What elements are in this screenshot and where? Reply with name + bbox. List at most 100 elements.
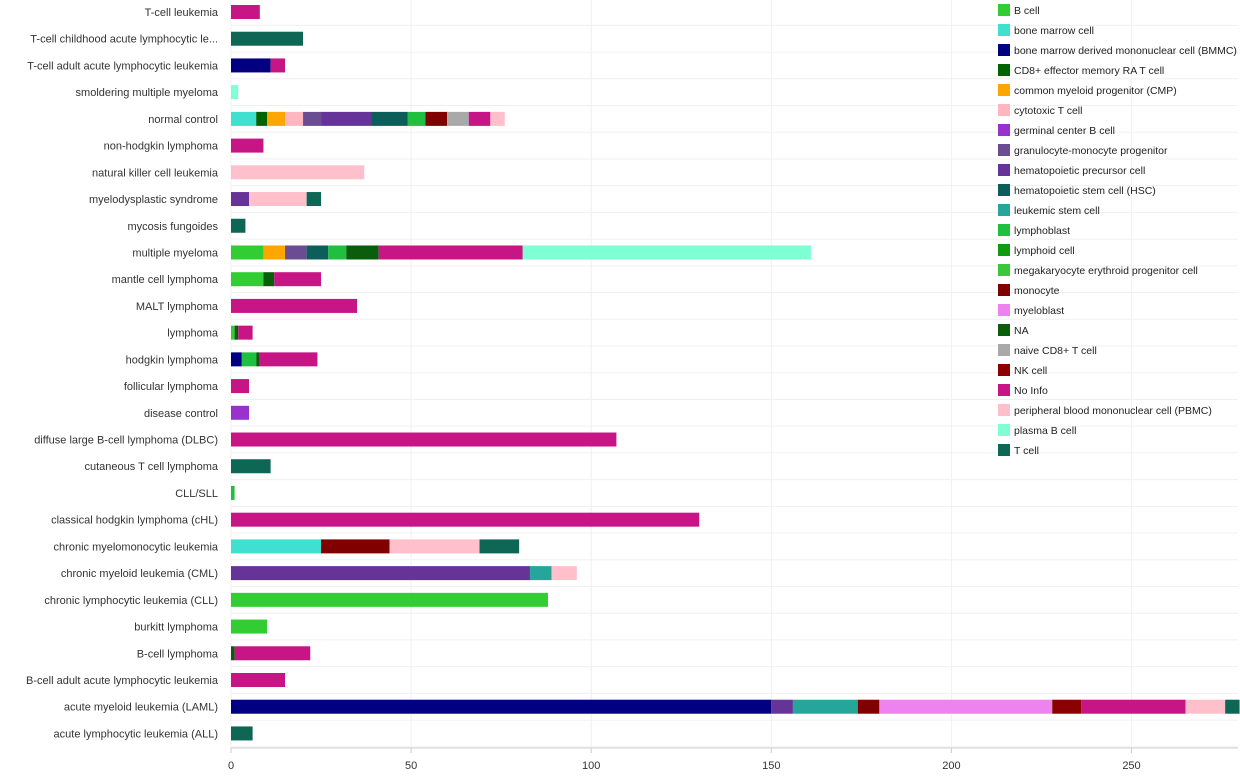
category-label: chronic lymphocytic leukemia (CLL) (44, 595, 218, 607)
bar-segment (231, 379, 250, 394)
bar-segment (231, 566, 530, 581)
bar-segment (306, 192, 322, 207)
bar-segment (231, 432, 617, 447)
bar-segment (321, 539, 390, 554)
category-label: natural killer cell leukemia (92, 167, 219, 179)
bar-segment (231, 459, 271, 474)
category-label: T-cell leukemia (145, 7, 219, 19)
bar-segment (771, 699, 793, 714)
legend-swatch (998, 144, 1010, 156)
bar-segment (551, 566, 577, 581)
legend-swatch (998, 444, 1010, 456)
bar-segment (879, 699, 1053, 714)
legend-label: bone marrow derived mononuclear cell (BM… (1014, 45, 1237, 57)
bar-segment (328, 245, 347, 260)
bars-layer (231, 5, 1240, 741)
legend-swatch (998, 24, 1010, 36)
legend-swatch (998, 104, 1010, 116)
legend-swatch (998, 424, 1010, 436)
category-label: MALT lymphoma (136, 301, 219, 313)
bar-segment (267, 111, 286, 126)
bar-segment (378, 245, 523, 260)
category-label: acute lymphocytic leukemia (ALL) (54, 728, 218, 740)
category-label: diffuse large B-cell lymphoma (DLBC) (34, 435, 218, 447)
legend-label: T cell (1014, 445, 1039, 457)
bar-segment (792, 699, 858, 714)
category-label: disease control (144, 408, 218, 420)
legend-swatch (998, 364, 1010, 376)
category-label: non-hodgkin lymphoma (104, 141, 219, 153)
legend-swatch (998, 164, 1010, 176)
bar-segment (249, 192, 307, 207)
bar-segment (231, 272, 264, 287)
category-label: myelodysplastic syndrome (89, 194, 218, 206)
bar-segment (371, 111, 408, 126)
legend-label: No Info (1014, 385, 1048, 397)
bar-segment (303, 111, 322, 126)
legend-label: plasma B cell (1014, 425, 1076, 437)
legend-swatch (998, 64, 1010, 76)
bar-segment (231, 165, 365, 180)
bar-segment (231, 726, 253, 741)
bar-segment (231, 405, 250, 420)
x-tick-label: 0 (228, 760, 234, 772)
grid-layer (230, 0, 1238, 748)
legend-swatch (998, 284, 1010, 296)
bar-segment (231, 245, 264, 260)
category-label: follicular lymphoma (124, 381, 219, 393)
bar-segment (241, 352, 257, 367)
legend-label: common myeloid progenitor (CMP) (1014, 85, 1177, 97)
legend-swatch (998, 124, 1010, 136)
legend-label: lymphoblast (1014, 225, 1070, 237)
legend-swatch (998, 244, 1010, 256)
legend-label: NA (1014, 325, 1029, 337)
bar-segment (231, 352, 242, 367)
legend-label: leukemic stem cell (1014, 205, 1100, 217)
bar-segment (259, 352, 318, 367)
bar-segment (407, 111, 426, 126)
legend-swatch (998, 4, 1010, 16)
bar-segment (522, 245, 811, 260)
bar-segment (274, 272, 322, 287)
legend-label: peripheral blood mononuclear cell (PBMC) (1014, 405, 1212, 417)
category-label: multiple myeloma (132, 247, 218, 259)
bar-segment (490, 111, 505, 126)
legend-label: myeloblast (1014, 305, 1064, 317)
bar-segment (231, 485, 235, 500)
legend-swatch (998, 404, 1010, 416)
legend-label: monocyte (1014, 285, 1060, 297)
legend-label: B cell (1014, 5, 1040, 17)
bar-segment (231, 111, 257, 126)
category-label: mycosis fungoides (128, 221, 219, 233)
legend-label: hematopoietic stem cell (HSC) (1014, 185, 1156, 197)
legend-swatch (998, 224, 1010, 236)
bar-segment (231, 5, 260, 19)
bar-segment (231, 218, 246, 233)
bar-segment (231, 699, 772, 714)
category-label: acute myeloid leukemia (LAML) (64, 702, 218, 714)
legend-label: megakaryocyte erythroid progenitor cell (1014, 265, 1198, 277)
legend-swatch (998, 84, 1010, 96)
x-tick-label: 100 (582, 760, 600, 772)
legend-label: bone marrow cell (1014, 25, 1094, 37)
category-label: T-cell adult acute lymphocytic leukemia (27, 60, 219, 72)
category-label: normal control (148, 114, 218, 126)
category-label: chronic myeloid leukemia (CML) (61, 568, 218, 580)
bar-segment (256, 352, 260, 367)
legend-swatch (998, 184, 1010, 196)
category-label: cutaneous T cell lymphoma (85, 461, 219, 473)
legend-swatch (998, 264, 1010, 276)
bar-segment (256, 111, 268, 126)
bar-segment (231, 592, 548, 607)
bar-segment (306, 245, 329, 260)
bar-segment (425, 111, 448, 126)
legend-label: granulocyte-monocyte progenitor (1014, 145, 1168, 157)
category-label: classical hodgkin lymphoma (cHL) (51, 515, 218, 527)
legend-swatch (998, 204, 1010, 216)
bar-segment (234, 646, 311, 661)
category-label: smoldering multiple myeloma (76, 87, 219, 99)
bar-segment (231, 539, 322, 554)
bar-segment (231, 673, 286, 687)
bar-segment (1081, 699, 1186, 714)
